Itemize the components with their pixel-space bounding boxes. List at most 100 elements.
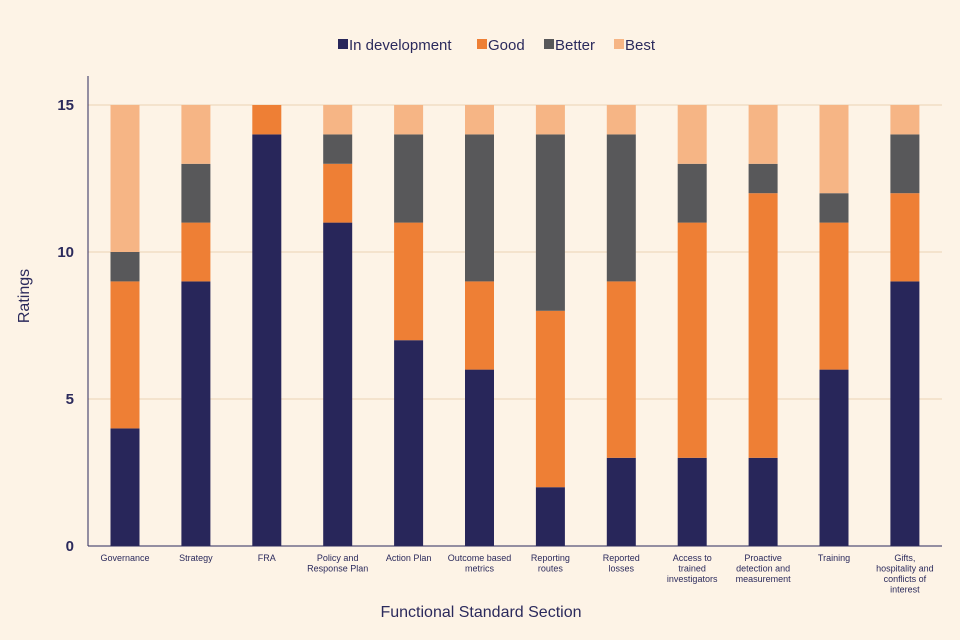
bar-segment-8-series-1 — [606, 457, 636, 546]
x-category-label-6: Outcome based metrics — [448, 553, 512, 574]
bar-stack-1 — [110, 105, 140, 546]
legend-swatch-3 — [544, 39, 554, 49]
bar-stack-2 — [181, 105, 211, 546]
x-category-label-line: Outcome based — [448, 553, 512, 563]
legend-label-2: Good — [488, 37, 525, 54]
bar-segment-5-series-1 — [394, 340, 424, 546]
bar-segment-9-series-1 — [677, 457, 707, 546]
bar-stack-3 — [252, 105, 282, 546]
bar-segment-1-series-2 — [110, 281, 140, 429]
bar-segment-2-series-2 — [181, 222, 211, 282]
x-category-label-8: Reported losses — [603, 553, 640, 574]
x-category-label-line: FRA — [258, 553, 276, 563]
x-category-label-4: Policy and Response Plan — [307, 553, 368, 574]
bar-segment-2-series-3 — [181, 163, 211, 223]
legend-swatch-2 — [477, 39, 487, 49]
bar-segment-2-series-4 — [181, 105, 211, 164]
x-category-label-line: Policy and — [317, 553, 359, 563]
x-category-label-line: Access to — [673, 553, 712, 563]
x-category-label-10: Proactive detection and measurement — [736, 553, 792, 584]
y-axis-title: Ratings — [16, 269, 33, 323]
x-category-label-9: Access to trained investigators — [667, 553, 718, 584]
bar-segment-6-series-3 — [465, 134, 494, 282]
x-category-label-line: Action Plan — [386, 553, 432, 563]
bar-stack-7 — [535, 105, 565, 546]
bar-segment-6-series-4 — [465, 105, 494, 135]
bar-stack-4 — [323, 105, 353, 546]
x-category-label-1: Governance — [100, 553, 149, 563]
y-tick-labels: 0 5 10 15 — [57, 97, 74, 555]
grid-lines — [88, 104, 942, 400]
x-category-label-line: routes — [538, 564, 564, 574]
bar-segment-10-series-3 — [748, 163, 778, 194]
bar-segment-7-series-2 — [535, 310, 565, 488]
y-tick-label-5: 5 — [66, 391, 74, 408]
x-category-labels: Governance Strategy FRA Policy and Response … — [100, 553, 933, 595]
x-category-label-line: Reporting — [531, 553, 570, 563]
bar-stack-5 — [394, 105, 424, 546]
bar-segment-10-series-2 — [748, 193, 778, 458]
bar-segment-11-series-3 — [819, 193, 849, 223]
bar-segment-9-series-3 — [677, 163, 707, 223]
x-category-label-line: Proactive — [744, 553, 782, 563]
y-tick-label-10: 10 — [57, 244, 74, 261]
legend-swatch-1 — [338, 39, 348, 49]
bar-segment-5-series-2 — [394, 222, 424, 341]
bar-segment-12-series-1 — [890, 281, 920, 546]
bar-segment-1-series-1 — [110, 428, 140, 546]
legend-item-3: Better — [544, 37, 595, 54]
x-category-label-5: Action Plan — [386, 553, 432, 563]
x-category-label-line: hospitality and — [876, 564, 934, 574]
x-category-label-line: Strategy — [179, 553, 213, 563]
legend-item-2: Good — [477, 37, 525, 54]
x-category-label-line: measurement — [736, 574, 792, 584]
bar-segment-4-series-2 — [323, 163, 353, 223]
legend-label-1: In development — [349, 37, 452, 54]
x-category-label-line: Training — [818, 553, 850, 563]
bar-segment-11-series-1 — [819, 369, 849, 546]
bar-segment-4-series-3 — [323, 134, 353, 164]
x-category-label-line: losses — [609, 564, 635, 574]
bar-segment-9-series-2 — [677, 222, 707, 458]
x-category-label-line: Reported — [603, 553, 640, 563]
bar-segment-5-series-3 — [394, 134, 424, 223]
x-category-label-3: FRA — [258, 553, 276, 563]
x-category-label-11: Training — [818, 553, 850, 563]
y-tick-label-15: 15 — [57, 97, 74, 114]
bar-segment-11-series-4 — [819, 105, 849, 194]
bar-segment-4-series-1 — [323, 222, 353, 546]
x-category-label-line: detection and — [736, 564, 790, 574]
bar-segment-8-series-3 — [606, 134, 636, 282]
legend-swatch-4 — [614, 39, 624, 49]
legend-item-1: In development — [338, 37, 452, 54]
bar-stack-9 — [677, 105, 707, 546]
bar-segment-11-series-2 — [819, 222, 849, 370]
bar-segment-7-series-3 — [535, 134, 565, 311]
bar-segment-12-series-2 — [890, 193, 920, 282]
bar-segment-10-series-4 — [748, 105, 778, 164]
y-tick-label-0: 0 — [66, 538, 74, 555]
bar-stack-11 — [819, 105, 849, 546]
bars — [110, 105, 920, 546]
x-category-label-line: investigators — [667, 574, 718, 584]
bar-segment-7-series-1 — [535, 487, 565, 546]
legend-item-4: Best — [614, 37, 656, 54]
bar-segment-6-series-1 — [465, 369, 494, 546]
bar-stack-8 — [606, 105, 636, 546]
x-category-label-line: conflicts of — [884, 574, 927, 584]
bar-stack-10 — [748, 105, 778, 546]
bar-segment-5-series-4 — [394, 105, 424, 135]
bar-stack-12 — [890, 105, 920, 546]
x-category-label-7: Reporting routes — [531, 553, 570, 574]
x-category-label-line: Response Plan — [307, 564, 368, 574]
bar-segment-1-series-4 — [110, 105, 140, 252]
x-category-label-2: Strategy — [179, 553, 213, 563]
bar-segment-4-series-4 — [323, 105, 353, 135]
x-category-label-line: trained — [678, 564, 706, 574]
bar-segment-8-series-2 — [606, 281, 636, 458]
x-category-label-line: Governance — [100, 553, 149, 563]
legend-label-4: Best — [625, 37, 656, 54]
bar-segment-10-series-1 — [748, 457, 778, 546]
bar-segment-1-series-3 — [110, 252, 140, 282]
